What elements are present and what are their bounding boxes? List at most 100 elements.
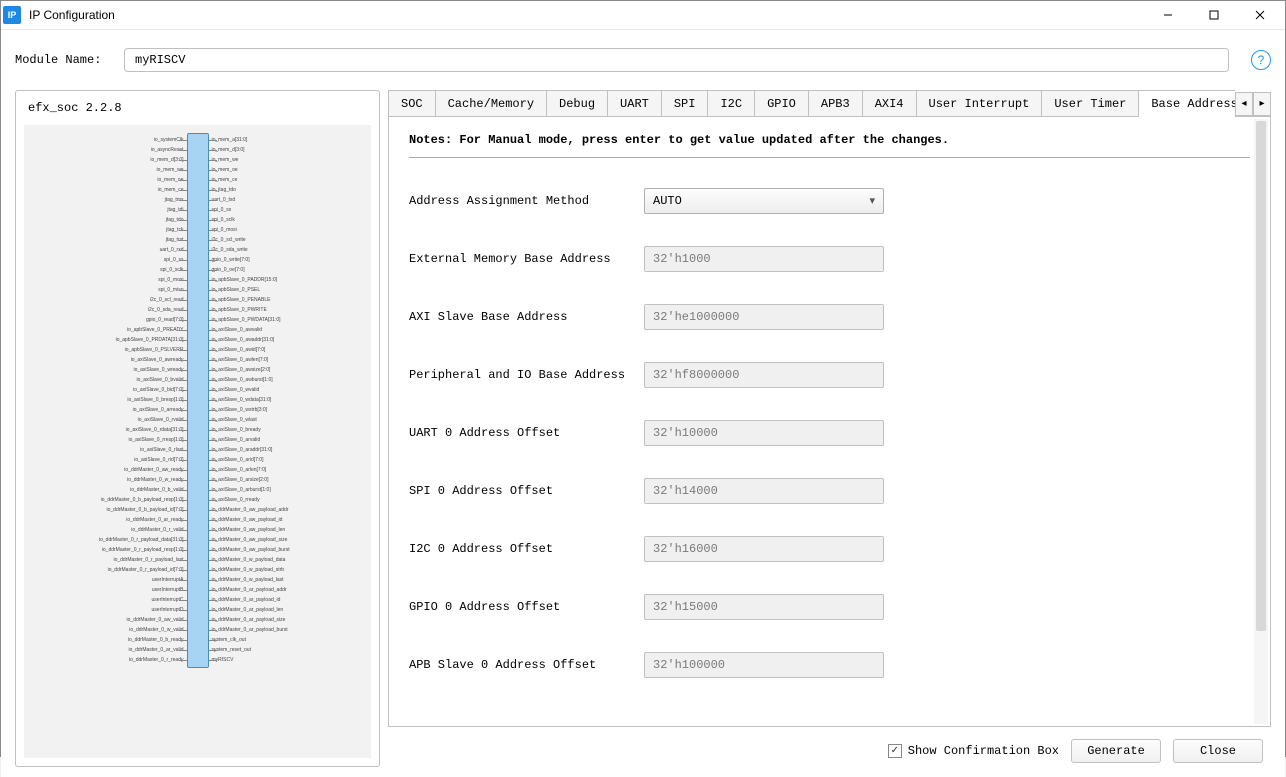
pin-label-right: io_apbSlave_0_PENABLE <box>212 297 271 303</box>
pin-label-right: io_axiSlave_0_araddr[31:0] <box>212 447 273 453</box>
tab-apb3[interactable]: APB3 <box>808 90 863 117</box>
pin-connector <box>209 210 217 211</box>
confirmation-checkbox-wrap[interactable]: ✓ Show Confirmation Box <box>888 744 1059 758</box>
address-field[interactable] <box>644 536 884 562</box>
pin-row: spi_0_misoio_apbSlave_0_PSEL <box>58 287 338 295</box>
pin-connector <box>209 330 217 331</box>
field-label: AXI Slave Base Address <box>409 310 644 324</box>
form-row: Address Assignment MethodAUTO <box>409 188 1250 214</box>
tab-soc[interactable]: SOC <box>388 90 436 117</box>
scrollbar-thumb[interactable] <box>1256 121 1266 631</box>
tabs-wrapper: SOCCache/MemoryDebugUARTSPII2CGPIOAPB3AX… <box>388 90 1271 117</box>
pin-connector <box>209 660 217 661</box>
pin-connector <box>179 520 187 521</box>
tab-user-timer[interactable]: User Timer <box>1041 90 1139 117</box>
address-field[interactable] <box>644 246 884 272</box>
pin-label-left: io_ddrMaster_0_r_payload_last <box>113 557 183 563</box>
address-field[interactable] <box>644 420 884 446</box>
address-field[interactable] <box>644 594 884 620</box>
pin-row: io_ddrMaster_0_r_payload_resp[1:0]io_ddr… <box>58 547 338 555</box>
pin-label-right: io_ddrMaster_0_ar_payload_size <box>212 617 286 623</box>
pin-row: gpio_0_read[7:0]io_apbSlave_0_PWDATA[31:… <box>58 317 338 325</box>
close-button[interactable] <box>1237 1 1283 29</box>
tab-spi[interactable]: SPI <box>661 90 709 117</box>
address-field[interactable] <box>644 478 884 504</box>
tab-scroll-left[interactable]: ◂ <box>1235 92 1253 116</box>
address-field[interactable] <box>644 304 884 330</box>
pin-label-right: io_axiSlave_0_arburst[1:0] <box>212 487 271 493</box>
pin-connector <box>209 170 217 171</box>
tab-base-address[interactable]: Base Address <box>1138 90 1235 117</box>
pin-connector <box>179 560 187 561</box>
pin-connector <box>179 390 187 391</box>
pin-connector <box>179 650 187 651</box>
help-icon[interactable]: ? <box>1251 50 1271 70</box>
pin-label-right: io_ddrMaster_0_ar_payload_addr <box>212 587 287 593</box>
pin-connector <box>209 530 217 531</box>
form-row: I2C 0 Address Offset <box>409 536 1250 562</box>
pin-label-right: io_mem_a[31:0] <box>212 137 248 143</box>
pin-label-right: io_ddrMaster_0_w_payload_last <box>212 577 284 583</box>
tab-axi4[interactable]: AXI4 <box>862 90 917 117</box>
pin-connector <box>179 470 187 471</box>
pin-label-right: io_axiSlave_0_wlast <box>212 417 257 423</box>
pin-row: io_ddrMaster_0_r_readymyRISCV <box>58 657 338 665</box>
address-field[interactable] <box>644 652 884 678</box>
pin-connector <box>209 640 217 641</box>
form-fields: Address Assignment MethodAUTOExternal Me… <box>409 188 1250 678</box>
pin-connector <box>209 160 217 161</box>
field-label: Peripheral and IO Base Address <box>409 368 644 382</box>
pin-connector <box>179 640 187 641</box>
tab-i2c[interactable]: I2C <box>707 90 755 117</box>
notes-text: Notes: For Manual mode, press enter to g… <box>409 133 1250 158</box>
form-row: AXI Slave Base Address <box>409 304 1250 330</box>
address-assignment-select[interactable]: AUTO <box>644 188 884 214</box>
pin-label-right: io_apbSlave_0_PSEL <box>212 287 261 293</box>
pin-label-right: io_axiSlave_0_awid[7:0] <box>212 347 266 353</box>
maximize-button[interactable] <box>1191 1 1237 29</box>
module-name-input[interactable] <box>124 48 1229 72</box>
tab-nav: ◂ ▸ <box>1235 92 1271 116</box>
pin-label-right: i2c_0_sda_write <box>212 247 248 253</box>
pin-row: uart_0_rxdi2c_0_sda_write <box>58 247 338 255</box>
app-icon: IP <box>3 6 21 24</box>
pin-connector <box>179 550 187 551</box>
pin-row: io_axiSlave_0_rresp[1:0]io_axiSlave_0_ar… <box>58 437 338 445</box>
pin-row: jtag_tmsuart_0_txd <box>58 197 338 205</box>
pin-connector <box>209 520 217 521</box>
pin-row: io_axiSlave_0_rdata[31:0]io_axiSlave_0_b… <box>58 427 338 435</box>
tab-gpio[interactable]: GPIO <box>754 90 809 117</box>
confirmation-checkbox[interactable]: ✓ <box>888 744 902 758</box>
close-dialog-button[interactable]: Close <box>1173 739 1263 763</box>
pin-label-left: io_ddrMaster_0_ar_valid <box>128 647 183 653</box>
pin-label-right: io_axiSlave_0_arvalid <box>212 437 261 443</box>
pin-label-right: io_apbSlave_0_PWRITE <box>212 307 267 313</box>
pin-row: io_ddrMaster_0_aw_readyio_axiSlave_0_arl… <box>58 467 338 475</box>
scrollbar-track[interactable] <box>1254 119 1268 724</box>
address-field[interactable] <box>644 362 884 388</box>
diagram-container[interactable]: io_systemClkio_mem_a[31:0]io_asyncReseti… <box>24 125 371 758</box>
pin-label-right: io_ddrMaster_0_aw_payload_id <box>212 517 283 523</box>
tab-uart[interactable]: UART <box>607 90 662 117</box>
tab-cache-memory[interactable]: Cache/Memory <box>435 90 547 117</box>
generate-button[interactable]: Generate <box>1071 739 1161 763</box>
minimize-button[interactable] <box>1145 1 1191 29</box>
tab-debug[interactable]: Debug <box>546 90 608 117</box>
tab-user-interrupt[interactable]: User Interrupt <box>916 90 1043 117</box>
pin-connector <box>179 500 187 501</box>
pin-connector <box>209 540 217 541</box>
pin-label-right: io_ddrMaster_0_ar_payload_burst <box>212 627 288 633</box>
field-label: GPIO 0 Address Offset <box>409 600 644 614</box>
pin-connector <box>209 470 217 471</box>
pin-row: spi_0_ssgpio_0_write[7:0] <box>58 257 338 265</box>
pin-connector <box>179 620 187 621</box>
pin-row: io_axiSlave_0_arreadyio_axiSlave_0_wstrb… <box>58 407 338 415</box>
module-name-label: Module Name: <box>15 53 110 67</box>
tab-scroll-right[interactable]: ▸ <box>1253 92 1271 116</box>
form-row: APB Slave 0 Address Offset <box>409 652 1250 678</box>
pin-row: io_axiSlave_0_rlastio_axiSlave_0_araddr[… <box>58 447 338 455</box>
pin-connector <box>179 140 187 141</box>
pin-connector <box>209 590 217 591</box>
pin-connector <box>179 590 187 591</box>
pin-row: io_ddrMaster_0_ar_validsystem_reset_out <box>58 647 338 655</box>
